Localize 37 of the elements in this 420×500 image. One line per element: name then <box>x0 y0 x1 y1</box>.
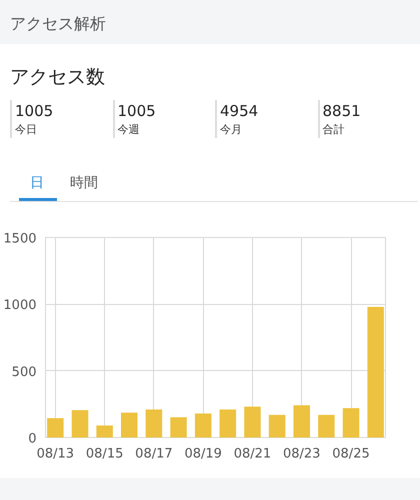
bar <box>96 426 113 438</box>
x-tick-label: 08/13 <box>36 446 74 462</box>
bar <box>47 418 64 438</box>
text: アクセス解析 <box>10 13 106 35</box>
y-tick-label: 1000 <box>3 298 37 314</box>
bar <box>367 306 384 438</box>
x-tick-label: 08/21 <box>234 446 272 462</box>
bar <box>342 408 360 438</box>
y-tick-label: 500 <box>12 364 37 380</box>
bar <box>293 405 310 438</box>
text: 1005 <box>15 101 54 122</box>
text: 今月 <box>220 122 242 138</box>
text: 今日 <box>15 122 37 138</box>
x-tick-label: 08/23 <box>283 446 320 462</box>
x-tick-label: 08/15 <box>86 446 124 462</box>
chart-title: アクセス数 <box>10 65 105 90</box>
x-tick-label: 08/19 <box>184 446 222 462</box>
text: 今週 <box>118 122 140 138</box>
text: 日 <box>30 174 44 193</box>
text: 時間 <box>70 174 98 193</box>
text: 1005 <box>118 101 156 122</box>
bar <box>194 414 212 438</box>
x-tick-label: 08/17 <box>135 446 173 462</box>
y-tick-label: 1500 <box>3 232 37 246</box>
bar <box>146 410 162 438</box>
bar <box>220 410 236 438</box>
bar <box>268 414 286 438</box>
text: 合計 <box>322 122 344 138</box>
bar <box>318 414 335 438</box>
text: 4954 <box>220 101 258 122</box>
bar <box>170 417 187 438</box>
bar <box>72 410 88 438</box>
text: 8851 <box>322 101 361 122</box>
x-tick-label: 08/25 <box>332 446 370 462</box>
bar <box>121 412 138 438</box>
bar <box>244 406 261 438</box>
y-tick-label: 0 <box>28 432 37 446</box>
